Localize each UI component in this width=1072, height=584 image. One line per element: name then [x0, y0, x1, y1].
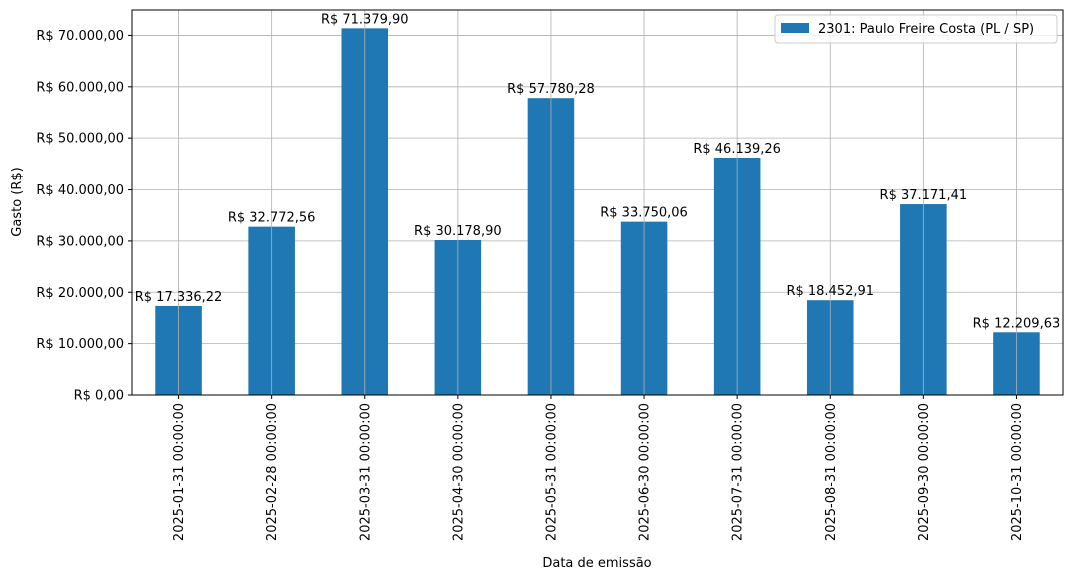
- x-tick-label: 2025-07-31 00:00:00: [731, 403, 746, 541]
- y-axis-title: Gasto (R$): [10, 167, 25, 236]
- y-axis-ticks: R$ 0,00 R$ 10.000,00 R$ 20.000,00 R$ 30.000…: [36, 29, 132, 404]
- bar-value-label: R$ 46.139,26: [693, 142, 781, 157]
- legend: 2301: Paulo Freire Costa (PL / SP): [774, 14, 1058, 44]
- y-tick-label: R$ 60.000,00: [36, 80, 124, 95]
- legend-label: 2301: Paulo Freire Costa (PL / SP): [818, 22, 1034, 37]
- y-tick-label: R$ 70.000,00: [36, 29, 124, 44]
- bar-value-label: R$ 57.780,28: [507, 82, 595, 97]
- x-tick-label: 2025-04-30 00:00:00: [451, 403, 466, 541]
- x-tick-label: 2025-06-30 00:00:00: [638, 403, 653, 541]
- y-tick-label: R$ 0,00: [74, 389, 124, 404]
- vertical-grid-lines: [178, 10, 1017, 395]
- x-axis-title: Data de emissão: [542, 556, 651, 571]
- y-tick-label: R$ 40.000,00: [36, 183, 124, 198]
- bar-value-label: R$ 17.336,22: [135, 290, 223, 305]
- bar-value-labels: R$ 17.336,22 R$ 32.772,56 R$ 71.379,90 R$ 3…: [135, 12, 1061, 331]
- x-tick-label: 2025-03-31 00:00:00: [358, 403, 373, 541]
- x-tick-label: 2025-10-31 00:00:00: [1010, 403, 1025, 541]
- bar-value-label: R$ 32.772,56: [228, 211, 316, 226]
- legend-swatch: [781, 23, 809, 33]
- x-tick-label: 2025-08-31 00:00:00: [824, 403, 839, 541]
- x-tick-label: 2025-05-31 00:00:00: [544, 403, 559, 541]
- bar-value-label: R$ 33.750,06: [600, 206, 688, 221]
- bar-value-label: R$ 37.171,41: [880, 188, 968, 203]
- y-tick-label: R$ 50.000,00: [36, 132, 124, 147]
- legend-box: [774, 14, 1058, 44]
- x-tick-label: 2025-01-31 00:00:00: [172, 403, 187, 541]
- bar-value-label: R$ 71.379,90: [321, 12, 409, 27]
- x-axis-ticks: 2025-01-31 00:00:00 2025-02-28 00:00:00 20…: [172, 395, 1025, 541]
- x-tick-label: 2025-09-30 00:00:00: [917, 403, 932, 541]
- x-tick-label: 2025-02-28 00:00:00: [265, 403, 280, 541]
- plot-frame: [131, 9, 1064, 396]
- y-tick-label: R$ 30.000,00: [36, 234, 124, 249]
- y-tick-label: R$ 20.000,00: [36, 286, 124, 301]
- bar-value-label: R$ 30.178,90: [414, 224, 502, 239]
- bar-value-label: R$ 12.209,63: [973, 316, 1061, 331]
- bar-value-label: R$ 18.452,91: [786, 284, 874, 299]
- y-tick-label: R$ 10.000,00: [36, 337, 124, 352]
